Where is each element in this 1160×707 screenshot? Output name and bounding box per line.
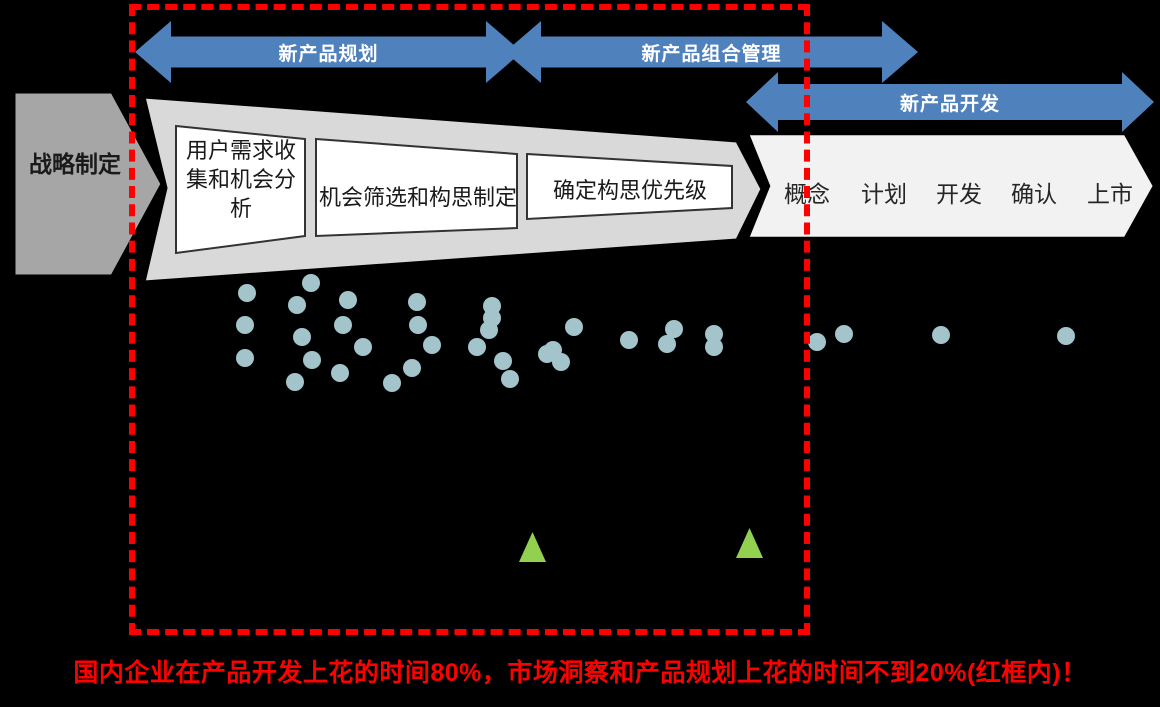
- funnel-box2-shape: [315, 137, 518, 238]
- idea-dot: [658, 335, 676, 353]
- idea-dot: [236, 349, 254, 367]
- idea-dot: [408, 293, 426, 311]
- idea-dot: [501, 370, 519, 388]
- funnel-box3-shape: [526, 152, 733, 221]
- idea-dot: [835, 325, 853, 343]
- idea-dot: [468, 338, 486, 356]
- idea-dot: [1057, 327, 1075, 345]
- strategy-chevron-label: 战略制定: [29, 151, 121, 177]
- idea-dot: [334, 316, 352, 334]
- dev-stage-verify: 确认: [1011, 181, 1057, 207]
- idea-dot: [339, 291, 357, 309]
- idea-dot: [538, 345, 556, 363]
- idea-dot: [403, 359, 421, 377]
- idea-dot: [302, 274, 320, 292]
- idea-dot: [303, 351, 321, 369]
- arrow-new-product-development-label: 新产品开发: [899, 93, 1000, 115]
- idea-dot: [293, 328, 311, 346]
- funnel-box3-label: 确定构思优先级: [552, 178, 707, 203]
- dev-stage-chevron-shape: [746, 132, 1156, 240]
- idea-dot: [665, 320, 683, 338]
- idea-dot: [423, 336, 441, 354]
- idea-dot: [409, 316, 427, 334]
- idea-dot: [932, 326, 950, 344]
- strategy-chevron-shape: [12, 90, 164, 278]
- idea-dot: [331, 364, 349, 382]
- dev-stage-develop: 开发: [936, 181, 982, 207]
- idea-dot: [565, 318, 583, 336]
- idea-dot: [494, 352, 512, 370]
- idea-dot: [236, 316, 254, 334]
- arrow-new-product-portfolio-management-label: 新产品组合管理: [641, 43, 782, 65]
- funnel-box1-shape: [175, 124, 306, 255]
- dev-stage-concept: 概念: [784, 181, 830, 207]
- idea-dot: [480, 321, 498, 339]
- idea-dot: [620, 331, 638, 349]
- idea-dot: [808, 333, 826, 351]
- funnel-box2-label: 机会筛选和构思制定: [318, 185, 517, 210]
- funnel-box1-label: 用户需求收集和机会分析: [185, 138, 296, 221]
- idea-dot: [238, 284, 256, 302]
- arrow-new-product-planning-label: 新产品规划: [278, 43, 379, 65]
- idea-dot: [288, 296, 306, 314]
- idea-dot: [354, 338, 372, 356]
- idea-dot: [552, 353, 570, 371]
- idea-dot: [286, 373, 304, 391]
- caption-text: 国内企业在产品开发上花的时间80%，市场洞察和产品规划上花的时间不到20%(红框…: [73, 659, 1087, 687]
- idea-dot: [705, 338, 723, 356]
- dev-stage-launch: 上市: [1087, 181, 1133, 207]
- idea-dot: [383, 374, 401, 392]
- dev-stage-plan: 计划: [861, 181, 907, 207]
